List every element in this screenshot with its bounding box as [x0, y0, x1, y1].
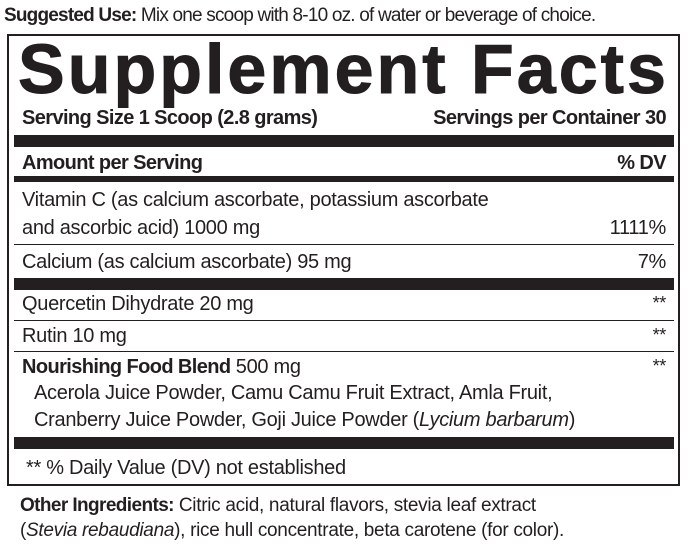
thick-divider [14, 437, 674, 449]
food-blend-ingredients-line1: Acerola Juice Powder, Camu Camu Fruit Ex… [34, 382, 553, 404]
vitamin-c-dv: 1111% [609, 217, 667, 239]
dv-header: % DV [617, 152, 666, 174]
calcium-row: Calcium (as calcium ascorbate) 95 mg [22, 251, 352, 273]
servings-per-container: Servings per Container 30 [433, 107, 666, 129]
vitamin-c-line1: Vitamin C (as calcium ascorbate, potassi… [22, 189, 489, 211]
thick-divider [14, 135, 674, 147]
thin-divider [14, 320, 674, 321]
other-ingredients-label: Other Ingredients: [20, 495, 174, 516]
rutin-dv: ** [652, 325, 667, 345]
food-blend-ingredients-line2: Cranberry Juice Powder, Goji Juice Powde… [34, 410, 575, 430]
rutin-row: Rutin 10 mg [22, 325, 127, 347]
vitamin-c-line2: and ascorbic acid) 1000 mg [22, 217, 260, 239]
serving-size: Serving Size 1 Scoop (2.8 grams) [22, 107, 318, 129]
footnote: ** % Daily Value (DV) not established [26, 457, 346, 479]
latin-name: Lycium barbarum [419, 409, 569, 431]
other-ingredients-text: Citric acid, natural flavors, stevia lea… [173, 495, 536, 516]
thin-divider [14, 244, 674, 245]
suggested-use-text: Mix one scoop with 8-10 oz. of water or … [136, 5, 596, 26]
stevia-latin-name: Stevia rebaudiana [26, 520, 175, 541]
paren-open: ( [20, 520, 27, 541]
amount-per-serving-header: Amount per Serving [22, 152, 203, 174]
medium-divider [14, 176, 674, 182]
food-blend-name: Nourishing Food Blend [22, 356, 231, 378]
thick-divider [14, 278, 674, 290]
food-blend-row: Nourishing Food Blend 500 mg [22, 357, 301, 377]
ingredients-text: Cranberry Juice Powder, Goji Juice Powde… [34, 409, 420, 431]
food-blend-amount: 500 mg [230, 356, 301, 378]
quercetin-row: Quercetin Dihydrate 20 mg [22, 293, 254, 315]
suggested-use: Suggested Use: Mix one scoop with 8-10 o… [4, 5, 596, 26]
other-ingredients-line1: Other Ingredients: Citric acid, natural … [20, 496, 536, 515]
ingredients-end: ) [568, 409, 576, 431]
calcium-dv: 7% [637, 251, 667, 273]
quercetin-dv: ** [652, 293, 667, 313]
supplement-facts-panel [7, 34, 680, 486]
other-ingredients-text-2: ), rice hull concentrate, beta carotene … [174, 520, 565, 541]
panel-title: Supplement Facts [18, 30, 669, 108]
food-blend-dv: ** [652, 356, 667, 376]
other-ingredients-line2: (Stevia rebaudiana), rice hull concentra… [20, 521, 564, 540]
thin-divider [14, 351, 674, 352]
suggested-use-label: Suggested Use: [4, 5, 137, 26]
